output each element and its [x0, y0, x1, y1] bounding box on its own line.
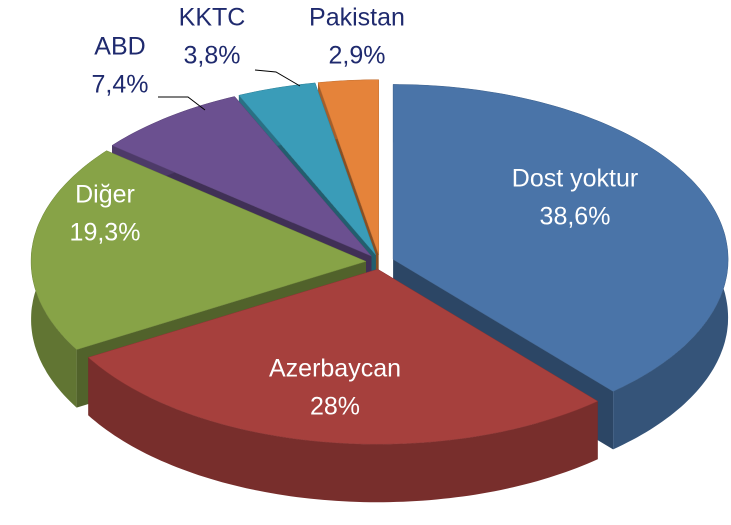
- slice-value-label: 3,8%: [184, 42, 241, 70]
- slice-wall: [88, 357, 598, 503]
- slice-top: [30, 150, 367, 350]
- slice-top: [317, 79, 379, 255]
- slice-label: Dost yoktur: [512, 165, 638, 193]
- slice-top: [392, 84, 729, 392]
- slice-label: Pakistan: [309, 4, 405, 32]
- slice-top: [87, 268, 599, 445]
- slice-top: [111, 96, 372, 257]
- slice-label: Azerbaycan: [269, 355, 401, 383]
- slice-label: KKTC: [179, 4, 246, 32]
- slice-label: ABD: [94, 33, 145, 61]
- slice-label: Diğer: [75, 181, 135, 209]
- slice-value-label: 28%: [310, 393, 360, 421]
- slice-value-label: 2,9%: [329, 42, 386, 70]
- slice: [87, 268, 599, 503]
- slice-value-label: 38,6%: [540, 203, 611, 231]
- leader-line: [158, 96, 206, 111]
- slice-top: [238, 82, 377, 256]
- slice-value-label: 19,3%: [70, 219, 141, 247]
- leader-line: [254, 69, 301, 87]
- slice-value-label: 7,4%: [92, 71, 149, 99]
